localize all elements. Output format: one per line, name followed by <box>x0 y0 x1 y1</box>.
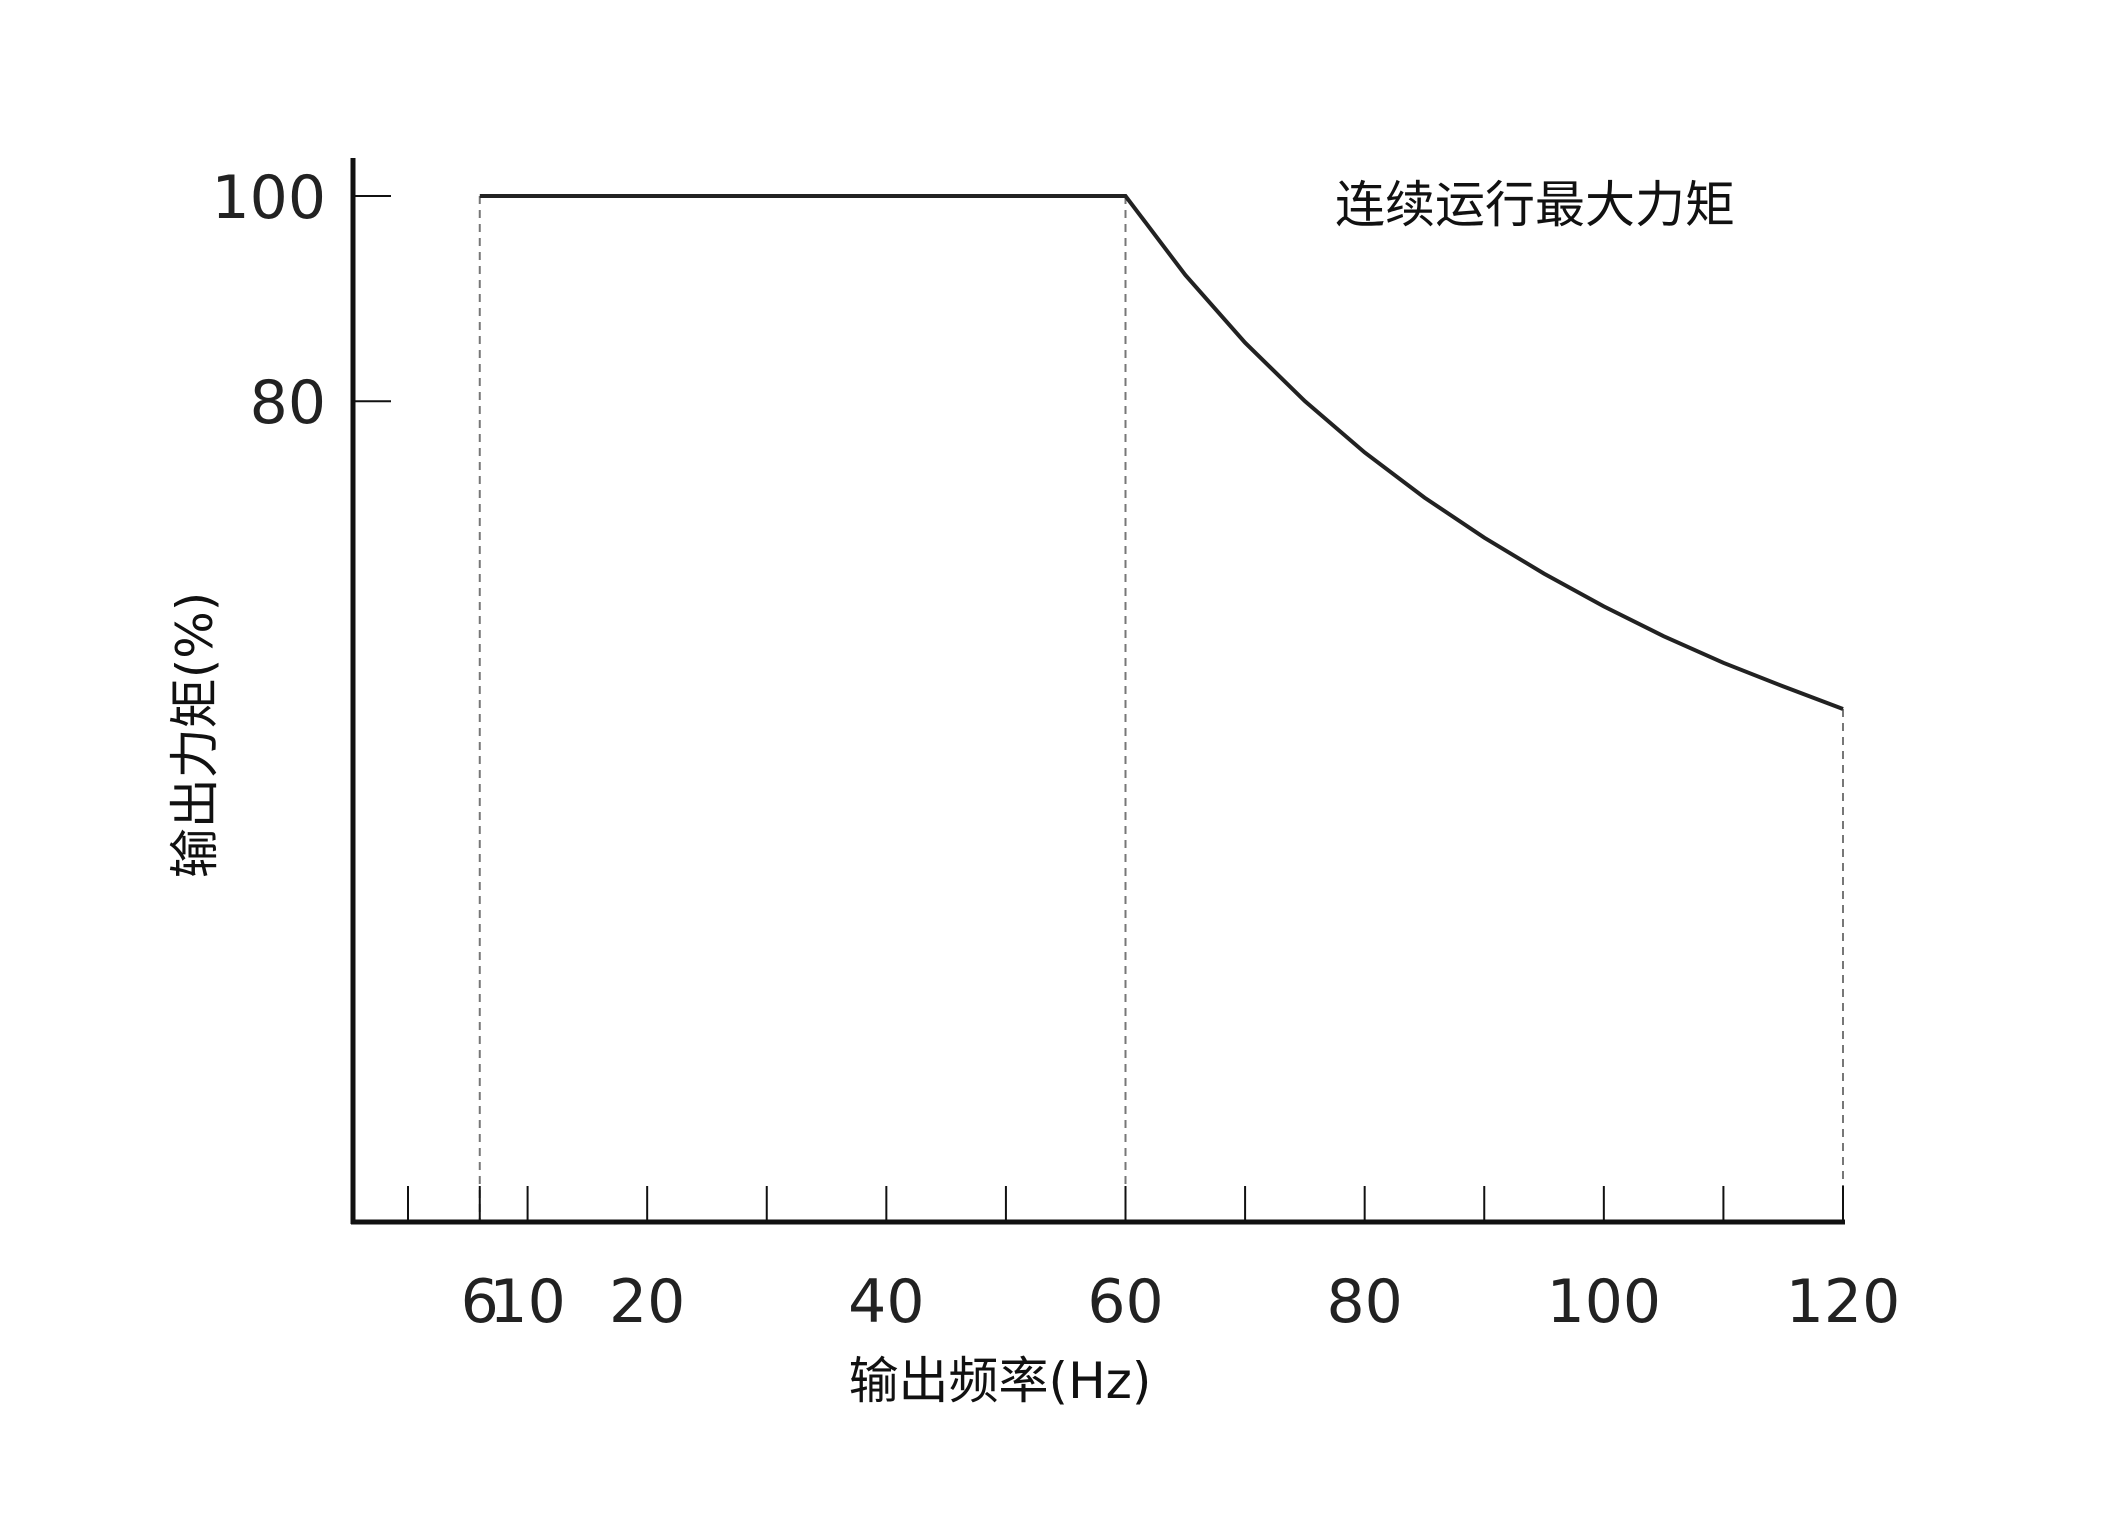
axes <box>350 158 1845 1225</box>
series-line-torque <box>479 194 1844 711</box>
x-tick-label-10: 10 <box>489 1267 565 1337</box>
x-tick-label-6: 6 <box>461 1267 499 1337</box>
y-tick-label-80: 80 <box>250 368 326 438</box>
x-tick-label-80: 80 <box>1326 1267 1402 1337</box>
x-tick-label-120: 120 <box>1786 1267 1901 1337</box>
x-tick-label-100: 100 <box>1547 1267 1662 1337</box>
tick-marks <box>353 195 1844 1222</box>
x-tick-label-40: 40 <box>848 1267 924 1337</box>
x-axis-label: 输出频率(Hz) <box>849 1352 1152 1410</box>
x-tick-label-60: 60 <box>1087 1267 1163 1337</box>
reference-lines <box>478 196 1844 1222</box>
annotation-continuous-max-torque: 连续运行最大力矩 <box>1335 176 1735 234</box>
y-tick-label-100: 100 <box>211 163 326 233</box>
y-axis-label: 输出力矩(%) <box>166 592 224 879</box>
tick-labels: 610 20 40 60 80 100 120 100 80 <box>211 163 1900 1337</box>
x-tick-label-20: 20 <box>609 1267 685 1337</box>
